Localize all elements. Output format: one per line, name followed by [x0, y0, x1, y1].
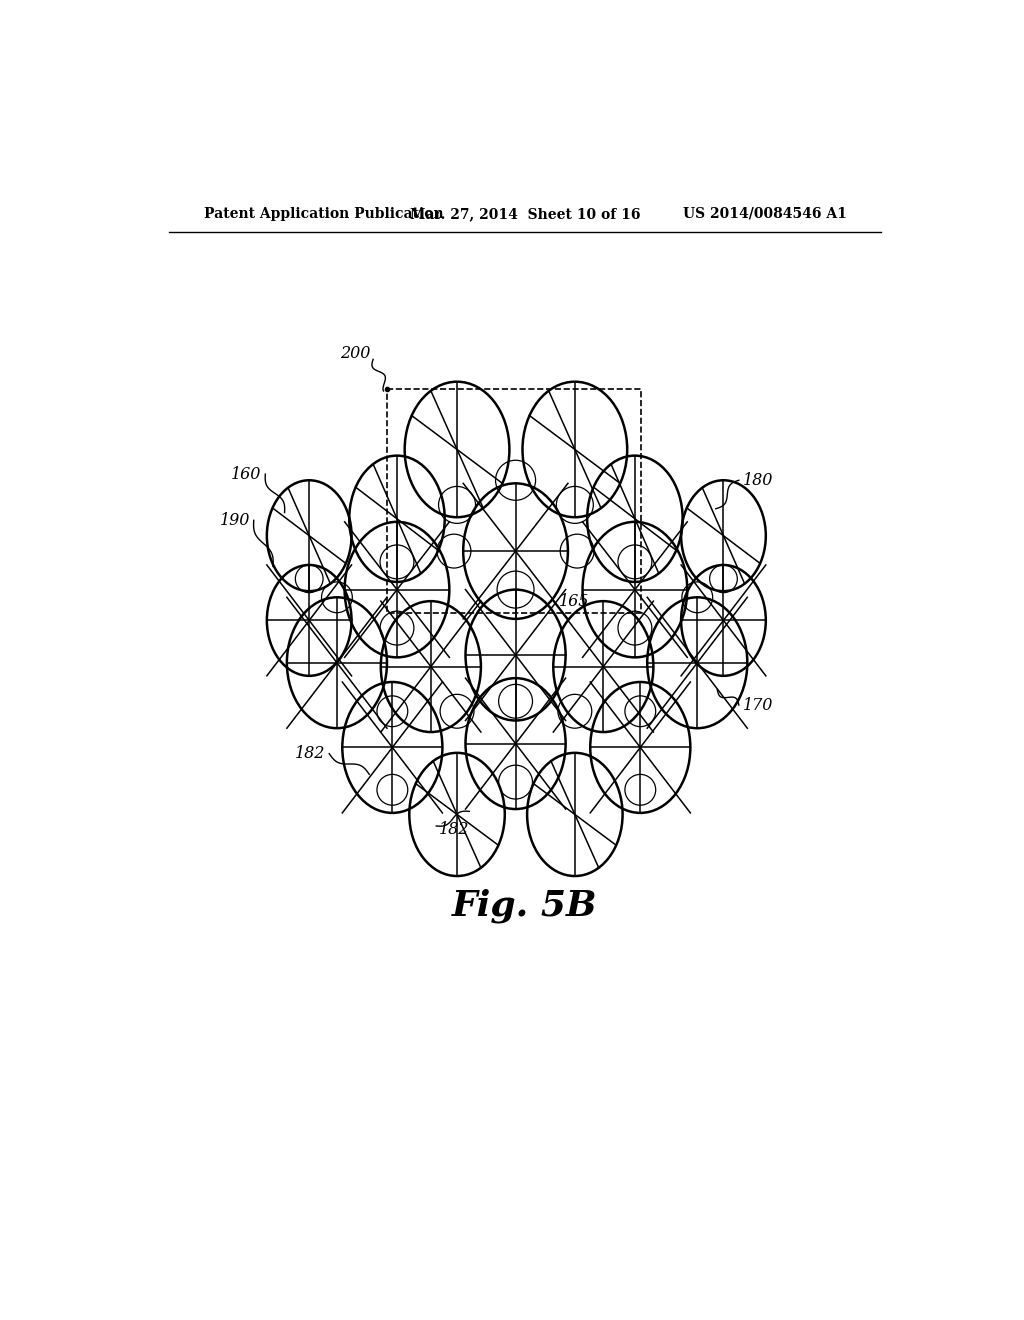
- Text: 160: 160: [231, 466, 261, 483]
- Text: 165: 165: [559, 594, 589, 610]
- Text: 182: 182: [295, 744, 326, 762]
- Text: US 2014/0084546 A1: US 2014/0084546 A1: [683, 207, 847, 220]
- Text: Mar. 27, 2014  Sheet 10 of 16: Mar. 27, 2014 Sheet 10 of 16: [410, 207, 640, 220]
- Text: Patent Application Publication: Patent Application Publication: [204, 207, 443, 220]
- Text: 180: 180: [742, 471, 773, 488]
- Text: Fig. 5B: Fig. 5B: [452, 888, 598, 923]
- Text: 200: 200: [340, 345, 371, 362]
- Bar: [387, 389, 641, 612]
- Text: 182: 182: [438, 821, 469, 838]
- Text: 170: 170: [742, 697, 773, 714]
- Text: 190: 190: [219, 512, 250, 529]
